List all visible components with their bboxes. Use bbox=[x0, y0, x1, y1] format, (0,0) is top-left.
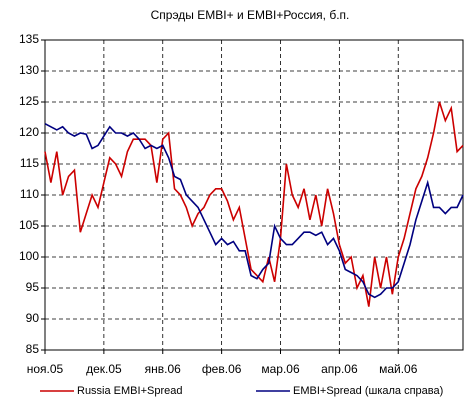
y-tick-label: 90 bbox=[26, 311, 40, 325]
x-tick-label: мар.06 bbox=[261, 362, 300, 376]
plot-frame bbox=[44, 39, 464, 351]
y-tick-label: 110 bbox=[20, 187, 39, 201]
y-tick-label: 120 bbox=[19, 125, 39, 139]
x-tick-label: май.06 bbox=[379, 362, 418, 376]
series-line bbox=[44, 122, 464, 299]
x-tick-label: дек.05 bbox=[86, 362, 122, 376]
legend-text: EMBI+Spread (шкала справа) bbox=[293, 385, 443, 397]
y-tick-label: 135 bbox=[19, 32, 39, 46]
x-tick-label: янв.06 bbox=[145, 362, 182, 376]
y-tick-label: 85 bbox=[26, 342, 40, 356]
y-tick-label: 95 bbox=[26, 280, 40, 294]
chart-title: Спрэды EMBI+ и EMBI+Россия, б.п. bbox=[151, 8, 350, 22]
y-tick-label: 105 bbox=[19, 218, 39, 232]
y-tick-label: 115 bbox=[20, 156, 39, 170]
x-tick-label: апр.06 bbox=[321, 362, 358, 376]
legend-text: Russia EMBI+Spread bbox=[77, 385, 182, 397]
y-tick-label: 100 bbox=[19, 249, 39, 263]
x-tick-label: фев.06 bbox=[202, 362, 242, 376]
y-tick-label: 130 bbox=[19, 63, 39, 77]
y-tick-label: 125 bbox=[19, 94, 39, 108]
x-tick-label: ноя.05 bbox=[27, 362, 64, 376]
